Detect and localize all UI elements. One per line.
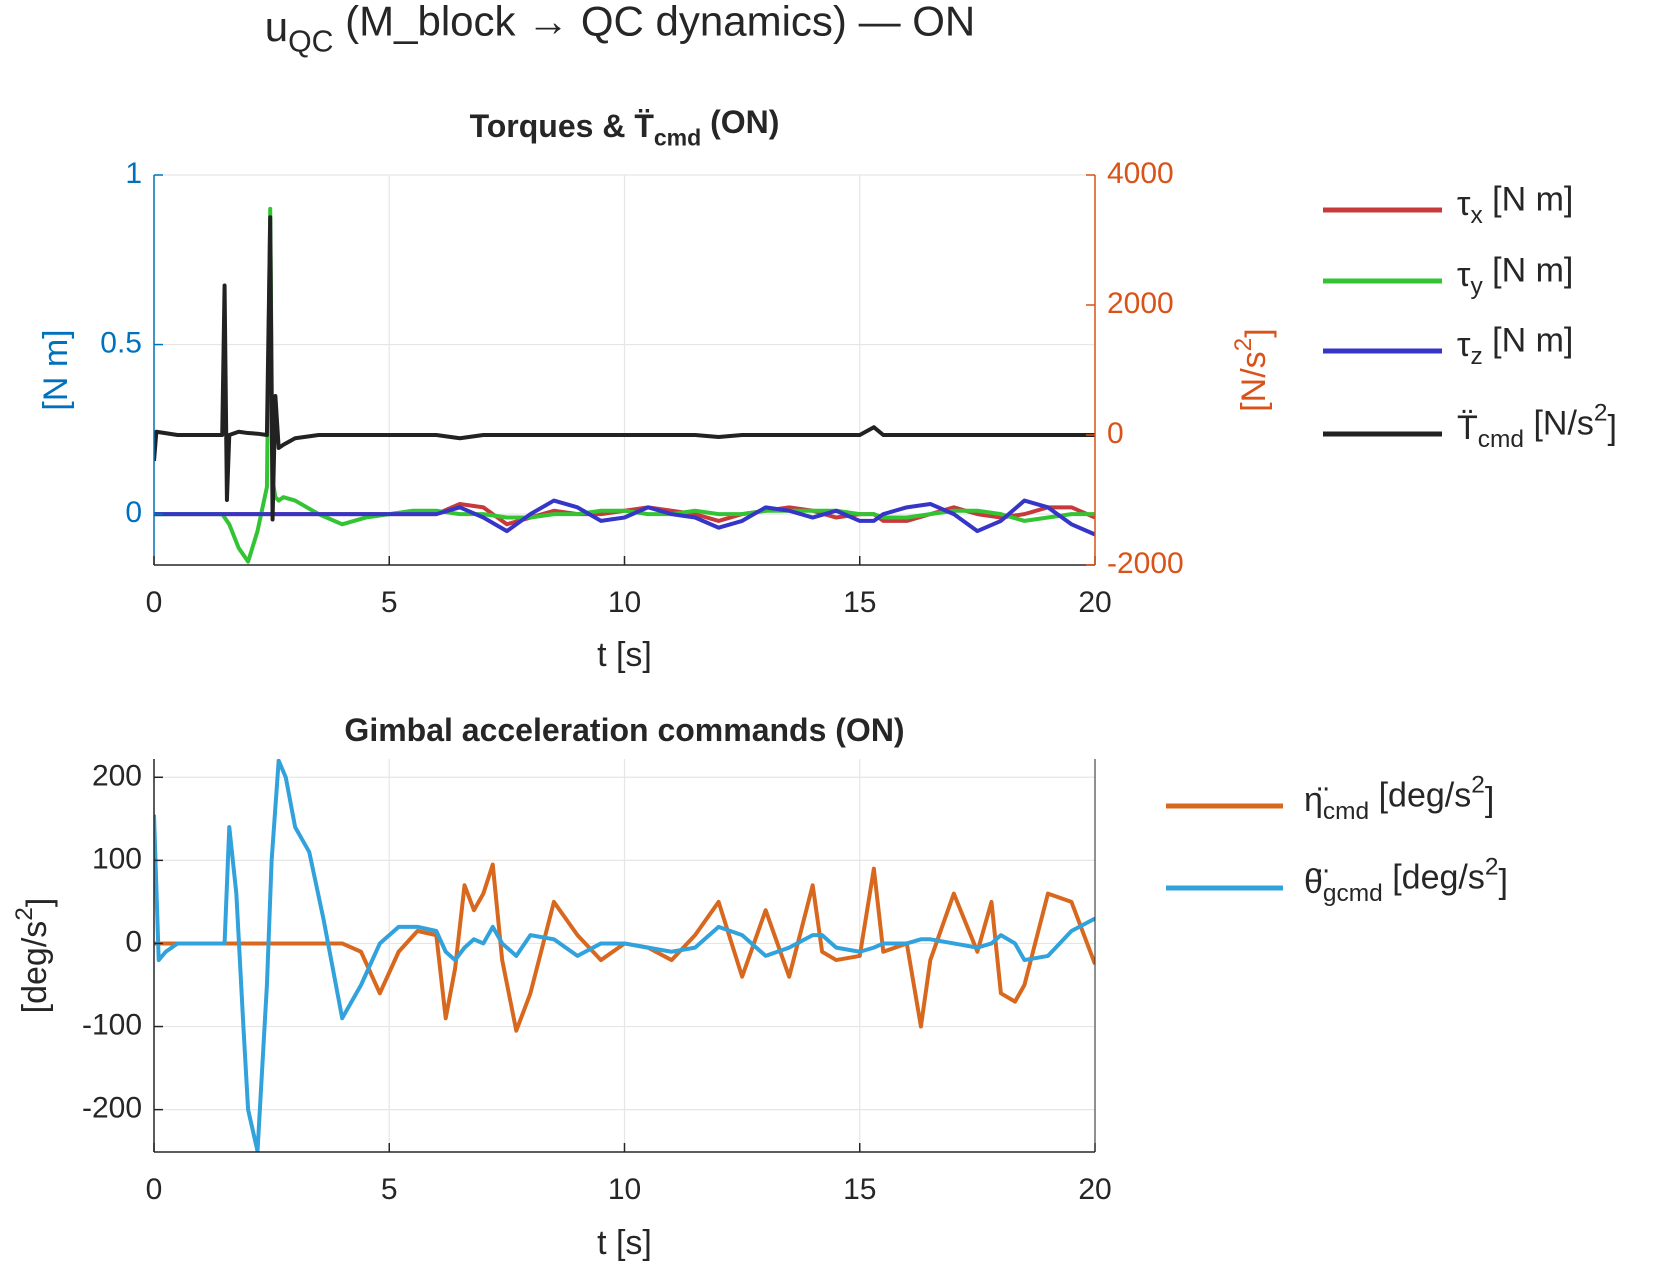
- y-tick-label: -100: [82, 1008, 142, 1041]
- subplot-title: Torques & T̈cmd (ON): [470, 104, 780, 150]
- x-tick-label: 15: [843, 1173, 876, 1206]
- x-tick-label: 15: [843, 586, 876, 619]
- y-tick-label: 100: [92, 842, 142, 875]
- x-tick-label: 5: [381, 586, 398, 619]
- y2-tick-label: 4000: [1107, 157, 1174, 190]
- data-line: [154, 215, 1095, 522]
- legend-label: τy [N m]: [1457, 252, 1573, 301]
- legend-label: η̈cmd [deg/s2]: [1304, 772, 1494, 825]
- subplot-title: Gimbal acceleration commands (ON): [344, 712, 904, 748]
- legend-label: τz [N m]: [1457, 322, 1573, 371]
- data-line: [154, 759, 1095, 1152]
- x-tick-label: 10: [608, 586, 641, 619]
- data-line: [154, 862, 1095, 1033]
- y2-tick-label: 2000: [1107, 287, 1174, 320]
- data-line: [154, 498, 1095, 537]
- legend-label: T̈cmd [N/s2]: [1457, 400, 1617, 453]
- y2-tick-label: 0: [1107, 417, 1124, 450]
- x-tick-label: 20: [1078, 1173, 1111, 1206]
- y-tick-label: 1: [125, 157, 142, 190]
- y2-axis-label: [N/s2]: [1230, 328, 1277, 412]
- x-tick-label: 10: [608, 1173, 641, 1206]
- data-line: [154, 206, 1095, 564]
- y-tick-label: 0: [125, 925, 142, 958]
- y-tick-label: -200: [82, 1092, 142, 1125]
- y-tick-label: 0.5: [100, 326, 142, 359]
- y-tick-label: 0: [125, 496, 142, 529]
- figure-title: uQC (M_block → QC dynamics) — ON: [265, 0, 976, 59]
- x-tick-label: 5: [381, 1173, 398, 1206]
- y-axis-label: [N m]: [37, 329, 75, 410]
- x-tick-label: 0: [146, 1173, 163, 1206]
- legend-label: τx [N m]: [1457, 181, 1573, 230]
- y2-tick-label: -2000: [1107, 547, 1184, 580]
- x-tick-label: 20: [1078, 586, 1111, 619]
- y-tick-label: 200: [92, 759, 142, 792]
- x-axis-label: t [s]: [597, 1224, 652, 1262]
- legend-label: θ̈gcmd [deg/s2]: [1304, 854, 1508, 907]
- x-axis-label: t [s]: [597, 636, 652, 674]
- y-axis-label: [deg/s2]: [11, 898, 58, 1014]
- x-tick-label: 0: [146, 586, 163, 619]
